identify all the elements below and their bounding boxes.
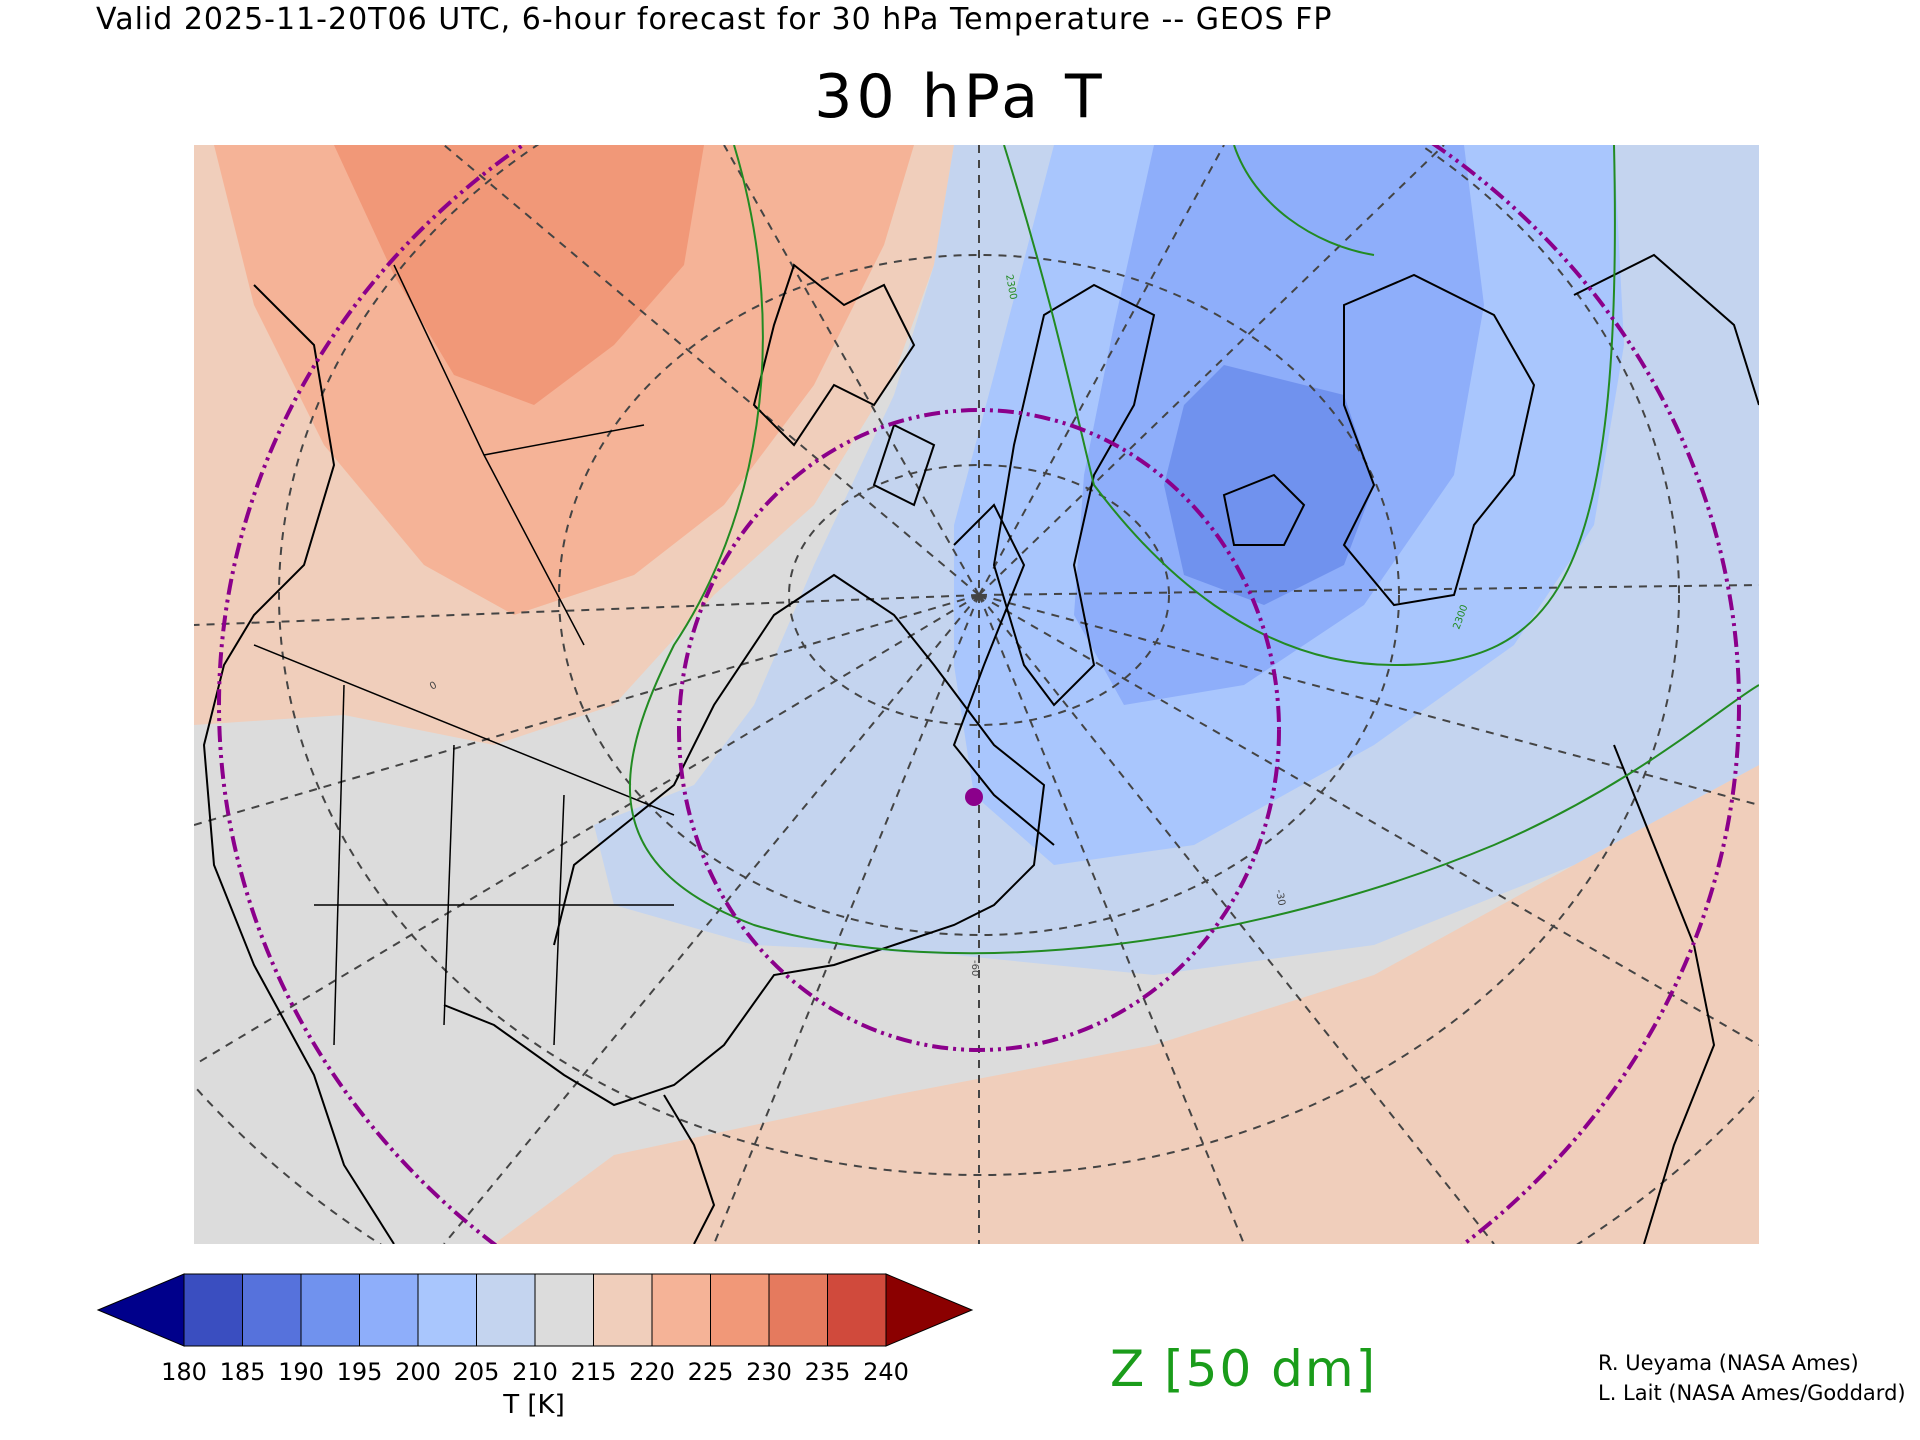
colorbar-tick-label: 190 bbox=[278, 1358, 324, 1386]
colorbar-tick-label: 215 bbox=[570, 1358, 617, 1386]
graticule-label-0: 0 bbox=[428, 680, 439, 693]
graticule-label-minus30: -30 bbox=[1273, 889, 1287, 907]
colorbar-swatch-205 bbox=[476, 1273, 536, 1347]
colorbar-tick-label: 230 bbox=[746, 1358, 792, 1386]
colorbar-graphic bbox=[96, 1273, 974, 1347]
colorbar-tick-label: 205 bbox=[453, 1358, 500, 1386]
colorbar-swatch-220 bbox=[651, 1273, 711, 1347]
political-borders bbox=[253, 264, 675, 1046]
colorbar-tick-label: 225 bbox=[687, 1358, 734, 1386]
temperature-map: 2300 2300 -60 -30 0 bbox=[194, 145, 1759, 1244]
colorbar-swatch-180 bbox=[183, 1273, 243, 1347]
credit-line-2: L. Lait (NASA Ames/Goddard) bbox=[1598, 1381, 1906, 1405]
outer-reference-circle bbox=[217, 145, 1741, 1244]
colorbar-swatch-225 bbox=[710, 1273, 770, 1347]
colorbar-swatch-230 bbox=[768, 1273, 828, 1347]
inner-reference-circle bbox=[677, 408, 1281, 1052]
colorbar-tick-label: 180 bbox=[161, 1358, 207, 1386]
map-title: 30 hPa T bbox=[814, 62, 1106, 132]
colorbar-tick-label: 200 bbox=[395, 1358, 441, 1386]
coastlines bbox=[202, 253, 1759, 1244]
colorbar-swatch-210 bbox=[534, 1273, 594, 1347]
temp-fill-225-230 bbox=[334, 145, 704, 405]
colorbar-swatch-200 bbox=[417, 1273, 477, 1347]
colorbar-swatch-215 bbox=[593, 1273, 653, 1347]
colorbar-swatch-190 bbox=[300, 1273, 360, 1347]
temp-fill-215-220-southeast bbox=[494, 765, 1759, 1244]
colorbar-swatch-235 bbox=[827, 1273, 887, 1347]
graticule-labels: -60 -30 0 bbox=[428, 680, 1287, 976]
location-marker bbox=[965, 788, 983, 806]
valid-time-line: Valid 2025-11-20T06 UTC, 6-hour forecast… bbox=[96, 2, 1333, 37]
colorbar-title: T [K] bbox=[503, 1390, 565, 1420]
colorbar-swatch-185 bbox=[242, 1273, 302, 1347]
colorbar bbox=[96, 1270, 976, 1354]
colorbar-tick-label: 185 bbox=[219, 1358, 266, 1386]
colorbar-tick-label: 210 bbox=[512, 1358, 558, 1386]
reference-circles bbox=[217, 145, 1741, 1244]
height-contours bbox=[628, 145, 1759, 955]
colorbar-tick-label: 220 bbox=[629, 1358, 675, 1386]
graticule-label-minus60: -60 bbox=[969, 960, 980, 976]
temp-fill-190-195 bbox=[1164, 365, 1374, 605]
graticule bbox=[194, 145, 1759, 1244]
colorbar-tick-label: 240 bbox=[863, 1358, 909, 1386]
colorbar-swatch-195 bbox=[359, 1273, 419, 1347]
colorbar-tick-label: 195 bbox=[336, 1358, 383, 1386]
colorbar-under-triangle bbox=[96, 1273, 185, 1347]
colorbar-over-triangle bbox=[885, 1273, 974, 1347]
height-contour-legend: Z [50 dm] bbox=[1110, 1340, 1378, 1398]
map-panel: 2300 2300 -60 -30 0 bbox=[194, 145, 1759, 1244]
contour-label-2300-top: 2300 bbox=[1003, 274, 1018, 301]
colorbar-tick-label: 235 bbox=[804, 1358, 851, 1386]
credit-line-1: R. Ueyama (NASA Ames) bbox=[1598, 1351, 1859, 1375]
